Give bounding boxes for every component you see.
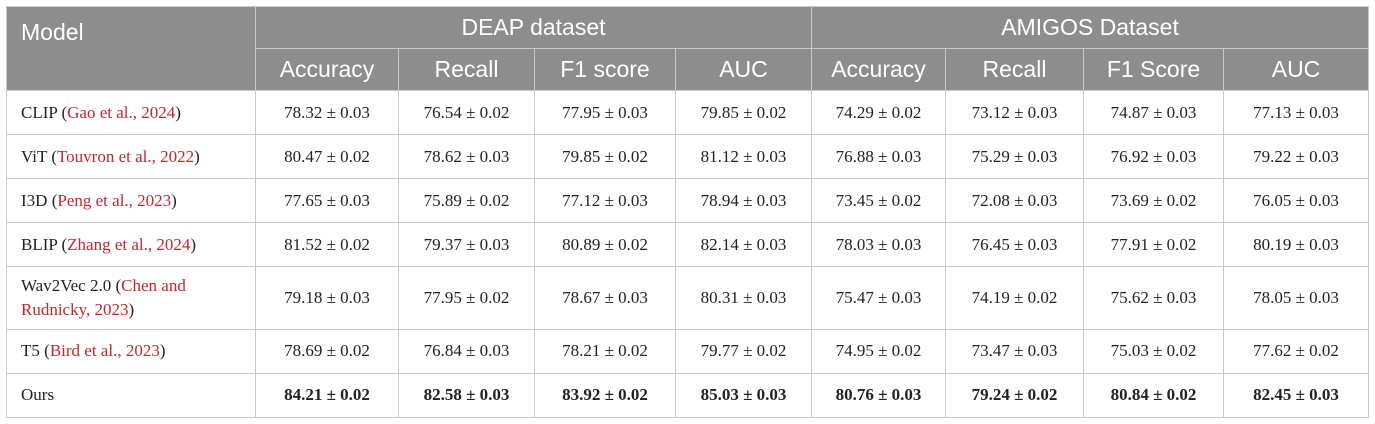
metric-cell: 78.32 ± 0.03 xyxy=(255,89,399,136)
table-row: Wav2Vec 2.0 (Chen and Rudnicky, 2023) 79.… xyxy=(6,266,1370,330)
metric-cell: 77.65 ± 0.03 xyxy=(255,178,399,224)
metric-cell: 76.84 ± 0.03 xyxy=(398,328,535,374)
metric-cell: 79.22 ± 0.03 xyxy=(1222,134,1370,180)
table-row: BLIP (Zhang et al., 2024) 81.52 ± 0.02 7… xyxy=(6,222,1370,268)
metric-cell: 75.62 ± 0.03 xyxy=(1083,266,1224,330)
metric-cell: 73.69 ± 0.02 xyxy=(1083,178,1224,224)
metric-cell: 78.03 ± 0.03 xyxy=(811,222,946,268)
model-name: CLIP xyxy=(21,102,58,122)
metric-cell: 79.24 ± 0.02 xyxy=(945,372,1084,419)
metric-cell: 78.67 ± 0.03 xyxy=(534,266,676,330)
metric-cell: 76.54 ± 0.02 xyxy=(398,89,535,136)
metric-header: Accuracy xyxy=(811,48,946,91)
model-name-cell: BLIP (Zhang et al., 2024) xyxy=(6,222,256,268)
metric-cell: 79.37 ± 0.03 xyxy=(398,222,535,268)
metric-cell: 77.91 ± 0.02 xyxy=(1083,222,1224,268)
metric-cell: 79.18 ± 0.03 xyxy=(255,266,399,330)
metric-cell: 77.95 ± 0.03 xyxy=(534,89,676,136)
citation-link[interactable]: Zhang et al., 2024 xyxy=(67,234,191,254)
metric-header: F1 score xyxy=(534,48,676,91)
citation-link[interactable]: Chen and xyxy=(121,276,186,296)
metric-cell: 72.08 ± 0.03 xyxy=(945,178,1084,224)
model-name-cell: CLIP (Gao et al., 2024) xyxy=(6,89,256,136)
metric-header: Recall xyxy=(945,48,1084,91)
model-name: Wav2Vec 2.0 xyxy=(21,276,112,296)
model-name-cell: ViT (Touvron et al., 2022) xyxy=(6,134,256,180)
metric-cell: 73.12 ± 0.03 xyxy=(945,89,1084,136)
metric-cell: 74.29 ± 0.02 xyxy=(811,89,946,136)
metric-cell: 78.05 ± 0.03 xyxy=(1222,266,1370,330)
metric-header: Accuracy xyxy=(255,48,399,91)
model-name: T5 xyxy=(21,341,40,361)
metric-cell: 77.62 ± 0.02 xyxy=(1222,328,1370,374)
metric-cell: 77.95 ± 0.02 xyxy=(398,266,535,330)
metric-cell: 76.92 ± 0.03 xyxy=(1083,134,1224,180)
metric-cell: 83.92 ± 0.02 xyxy=(534,372,676,419)
metric-cell: 80.89 ± 0.02 xyxy=(534,222,676,268)
table-row: ViT (Touvron et al., 2022) 80.47 ± 0.02 … xyxy=(6,134,1370,180)
model-column-header: Model xyxy=(6,6,256,91)
metric-cell: 79.85 ± 0.02 xyxy=(534,134,676,180)
citation-link[interactable]: Touvron et al., 2022 xyxy=(56,146,195,166)
metric-cell: 78.94 ± 0.03 xyxy=(675,178,812,224)
metric-cell: 80.19 ± 0.03 xyxy=(1222,222,1370,268)
metric-cell: 74.87 ± 0.03 xyxy=(1083,89,1224,136)
model-name-cell: I3D (Peng et al., 2023) xyxy=(6,178,256,224)
model-name: I3D xyxy=(21,190,48,210)
model-name-cell: Wav2Vec 2.0 (Chen and Rudnicky, 2023) xyxy=(6,266,256,330)
model-name: BLIP xyxy=(21,234,58,254)
citation-link[interactable]: Gao et al., 2024 xyxy=(67,102,176,122)
citation-link[interactable]: Rudnicky, 2023 xyxy=(21,300,129,320)
amigos-group-header: AMIGOS Dataset xyxy=(810,6,1370,49)
metric-cell: 81.12 ± 0.03 xyxy=(675,134,812,180)
metric-cell: 75.89 ± 0.02 xyxy=(398,178,535,224)
metric-cell: 77.12 ± 0.03 xyxy=(534,178,676,224)
metric-cell: 82.45 ± 0.03 xyxy=(1222,372,1370,419)
model-name: Ours xyxy=(21,385,55,405)
results-table: Model DEAP dataset AMIGOS Dataset Accura… xyxy=(6,6,1370,419)
metric-cell: 78.21 ± 0.02 xyxy=(534,328,676,374)
metric-cell: 81.52 ± 0.02 xyxy=(255,222,399,268)
metric-header: F1 Score xyxy=(1083,48,1224,91)
metric-cell: 82.14 ± 0.03 xyxy=(675,222,812,268)
metric-cell: 76.88 ± 0.03 xyxy=(811,134,946,180)
metric-cell: 73.47 ± 0.03 xyxy=(945,328,1084,374)
model-name-cell: T5 (Bird et al., 2023) xyxy=(6,328,256,374)
metric-cell: 80.76 ± 0.03 xyxy=(811,372,946,419)
metric-cell: 79.85 ± 0.02 xyxy=(675,89,812,136)
citation-link[interactable]: Bird et al., 2023 xyxy=(49,341,160,361)
metric-cell: 79.77 ± 0.02 xyxy=(675,328,812,374)
model-name: ViT xyxy=(21,146,48,166)
metric-cell: 74.19 ± 0.02 xyxy=(945,266,1084,330)
deap-group-header: DEAP dataset xyxy=(255,6,812,49)
metric-cell: 80.31 ± 0.03 xyxy=(675,266,812,330)
table-row-ours: Ours 84.21 ± 0.02 82.58 ± 0.03 83.92 ± 0… xyxy=(6,372,1370,419)
metric-header: AUC xyxy=(675,48,812,91)
metric-cell: 82.58 ± 0.03 xyxy=(398,372,535,419)
metric-cell: 80.84 ± 0.02 xyxy=(1083,372,1224,419)
model-name-cell: Ours xyxy=(6,372,256,419)
metric-header: Recall xyxy=(398,48,535,91)
metric-cell: 76.05 ± 0.03 xyxy=(1222,178,1370,224)
metric-cell: 78.69 ± 0.02 xyxy=(255,328,399,374)
metric-cell: 73.45 ± 0.02 xyxy=(811,178,946,224)
table-row: T5 (Bird et al., 2023) 78.69 ± 0.02 76.8… xyxy=(6,328,1370,374)
metric-header: AUC xyxy=(1222,48,1370,91)
metric-cell: 85.03 ± 0.03 xyxy=(675,372,812,419)
metric-cell: 75.03 ± 0.02 xyxy=(1083,328,1224,374)
metric-cell: 77.13 ± 0.03 xyxy=(1222,89,1370,136)
metric-cell: 74.95 ± 0.02 xyxy=(811,328,946,374)
metric-cell: 84.21 ± 0.02 xyxy=(255,372,399,419)
metric-cell: 80.47 ± 0.02 xyxy=(255,134,399,180)
metric-cell: 76.45 ± 0.03 xyxy=(945,222,1084,268)
metric-cell: 75.29 ± 0.03 xyxy=(945,134,1084,180)
table-row: CLIP (Gao et al., 2024) 78.32 ± 0.03 76.… xyxy=(6,89,1370,136)
metric-cell: 78.62 ± 0.03 xyxy=(398,134,535,180)
citation-link[interactable]: Peng et al., 2023 xyxy=(57,190,172,210)
table-row: I3D (Peng et al., 2023) 77.65 ± 0.03 75.… xyxy=(6,178,1370,224)
metric-cell: 75.47 ± 0.03 xyxy=(811,266,946,330)
